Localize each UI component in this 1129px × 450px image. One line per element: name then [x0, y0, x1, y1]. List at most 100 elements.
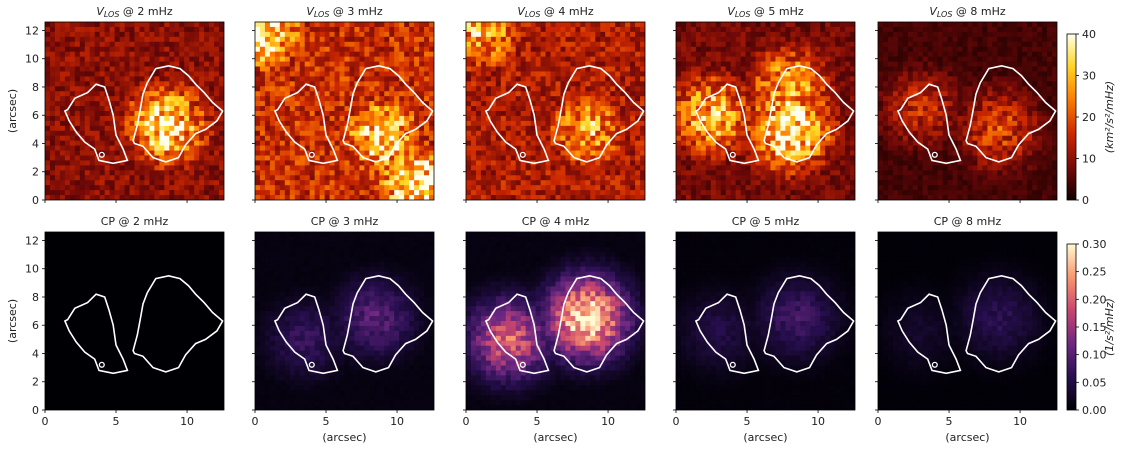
left-contour [694, 83, 760, 165]
heatmap-cp-4mhz [466, 232, 645, 410]
colorbar-tick-label: 10 [1082, 153, 1096, 166]
xtick-label: 10 [1013, 415, 1027, 428]
xtick-label: 5 [534, 415, 541, 428]
colorbar-tick-label: 0.10 [1082, 349, 1107, 362]
pore-contour [931, 361, 938, 368]
ytick-label: 0 [32, 194, 39, 207]
xtick-label: 10 [811, 415, 825, 428]
panel-cp-4mhz: CP @ 4 mHz 0 5 10 (arcsec) [463, 215, 646, 444]
right-contour [965, 64, 1057, 163]
left-contour [273, 83, 339, 165]
panel-frame [675, 231, 856, 411]
panel-cp-8mhz: CP @ 8 mHz 0 5 10 (arcsec) [875, 215, 1058, 444]
pore-contour [308, 361, 315, 368]
left-contour [694, 293, 760, 375]
right-contour [553, 64, 645, 163]
heatmap-vlos-8mhz [878, 22, 1057, 200]
ytick-label: 10 [25, 53, 39, 66]
colorbar-tick-label: 40 [1082, 28, 1096, 41]
colorbars-group: 0 10 20 30 40 (km²/s²/mHz) 0.00 0.05 0.10 0.15 0.2… [1066, 28, 1116, 417]
xtick-label: 0 [673, 415, 680, 428]
colorbar-tick-label: 0.00 [1082, 404, 1107, 417]
heatmap-cp-5mhz [676, 232, 855, 410]
panel-title: VLOS @ 4 mHz [517, 5, 594, 19]
heatmap-cp-8mhz [878, 232, 1057, 410]
panel-frame [877, 231, 1058, 411]
left-contour [273, 293, 339, 375]
heatmap-vlos-2mhz [45, 22, 224, 200]
colorbar-label: (km²/s²/mHz) [1103, 81, 1116, 153]
colorbar-tick-label: 0.05 [1082, 376, 1107, 389]
left-contour [484, 83, 550, 165]
pore-contour [98, 151, 105, 158]
colorbar-cp: 0.00 0.05 0.10 0.15 0.20 0.25 0.30 (1/s²/mHz) [1066, 238, 1116, 417]
panel-frame [465, 21, 646, 201]
right-contour [342, 274, 434, 373]
right-contour [965, 274, 1057, 373]
panel-frame [254, 231, 435, 411]
panel-title: CP @ 3 mHz [311, 215, 379, 228]
ytick-label: 4 [32, 347, 39, 360]
right-contour [763, 64, 855, 163]
right-contour [132, 274, 224, 373]
panel-cp-2mhz: CP @ 2 mHz 0 2 4 6 8 10 12 0 5 10 (arcsec) [6, 215, 225, 428]
pore-contour [729, 361, 736, 368]
xtick-label: 5 [323, 415, 330, 428]
panel-frame [465, 231, 646, 411]
xtick-label: 5 [946, 415, 953, 428]
right-contour [342, 64, 434, 163]
ytick-label: 6 [32, 109, 39, 122]
xlabel: (arcsec) [743, 431, 787, 444]
xtick-label: 5 [113, 415, 120, 428]
colorbar-tick-label: 0 [1082, 194, 1089, 207]
panel-cp-5mhz: CP @ 5 mHz 0 5 10 (arcsec) [673, 215, 856, 444]
xlabel: (arcsec) [945, 431, 989, 444]
ylabel: (arcsec) [6, 299, 19, 343]
panel-frame [44, 231, 225, 411]
panel-vlos-4mhz: VLOS @ 4 mHz [463, 5, 646, 203]
xtick-label: 10 [390, 415, 404, 428]
pore-contour [308, 151, 315, 158]
heatmap-cp-2mhz [45, 232, 224, 410]
left-contour [63, 83, 129, 165]
left-contour [896, 83, 962, 165]
panel-title: CP @ 2 mHz [101, 215, 169, 228]
ytick-label: 6 [32, 319, 39, 332]
colorbar-gradient [1066, 243, 1077, 411]
colorbar-tick-label: 30 [1082, 70, 1096, 83]
right-contour [553, 274, 645, 373]
xlabel: (arcsec) [533, 431, 577, 444]
xlabel: (arcsec) [322, 431, 366, 444]
ytick-label: 0 [32, 404, 39, 417]
panel-frame [44, 21, 225, 201]
ytick-label: 4 [32, 137, 39, 150]
ytick-label: 8 [32, 81, 39, 94]
panel-title: CP @ 5 mHz [732, 215, 800, 228]
colorbar-tick-label: 0.25 [1082, 266, 1107, 279]
colorbar-label: (1/s²/mHz) [1103, 298, 1116, 356]
right-contour [132, 64, 224, 163]
colorbar-vlos: 0 10 20 30 40 (km²/s²/mHz) [1066, 28, 1116, 207]
pore-contour [519, 361, 526, 368]
ytick-label: 12 [25, 24, 39, 37]
panel-vlos-5mhz: VLOS @ 5 mHz [673, 5, 856, 203]
panel-title: VLOS @ 5 mHz [727, 5, 804, 19]
heatmap-cp-3mhz [255, 232, 434, 410]
colorbar-tick-label: 0.30 [1082, 238, 1107, 251]
xtick-label: 0 [875, 415, 882, 428]
xtick-label: 5 [744, 415, 751, 428]
panel-title: VLOS @ 8 mHz [929, 5, 1006, 19]
panel-vlos-2mhz: VLOS @ 2 mHz 0 2 4 6 8 10 12 (arcsec) [6, 5, 225, 207]
panel-frame [877, 21, 1058, 201]
left-contour [896, 293, 962, 375]
xtick-label: 0 [42, 415, 49, 428]
xtick-label: 0 [463, 415, 470, 428]
ytick-label: 10 [25, 263, 39, 276]
pore-contour [931, 151, 938, 158]
xtick-label: 10 [601, 415, 615, 428]
heatmap-vlos-3mhz [255, 22, 434, 200]
panel-vlos-8mhz: VLOS @ 8 mHz [875, 5, 1058, 203]
heatmap-vlos-5mhz [676, 22, 855, 200]
colorbar-tick-label: 0.20 [1082, 293, 1107, 306]
